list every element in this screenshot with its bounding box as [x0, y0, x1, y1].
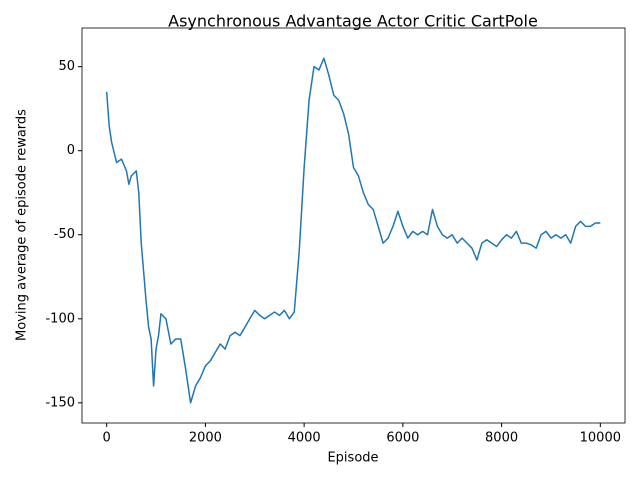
- x-axis-label: Episode: [327, 451, 378, 466]
- y-tick-label: -150: [45, 395, 75, 410]
- plot-frame: [81, 27, 626, 424]
- x-tick-label: 6000: [386, 431, 419, 446]
- y-axis-label: Moving average of episode rewards: [15, 109, 30, 341]
- line: [105, 57, 601, 404]
- x-tick-label: 2000: [189, 431, 222, 446]
- y-tick-label: 50: [58, 59, 75, 74]
- x-tick-label: 0: [103, 431, 111, 446]
- chart-title: Asynchronous Advantage Actor Critic Cart…: [168, 12, 538, 31]
- x-tick-label: 4000: [288, 431, 321, 446]
- x-tick-label: 8000: [485, 431, 518, 446]
- y-tick-label: 0: [67, 143, 75, 158]
- x-tick-label: 10000: [580, 431, 621, 446]
- y-tick-label: -50: [54, 227, 75, 242]
- y-tick-label: -100: [45, 311, 75, 326]
